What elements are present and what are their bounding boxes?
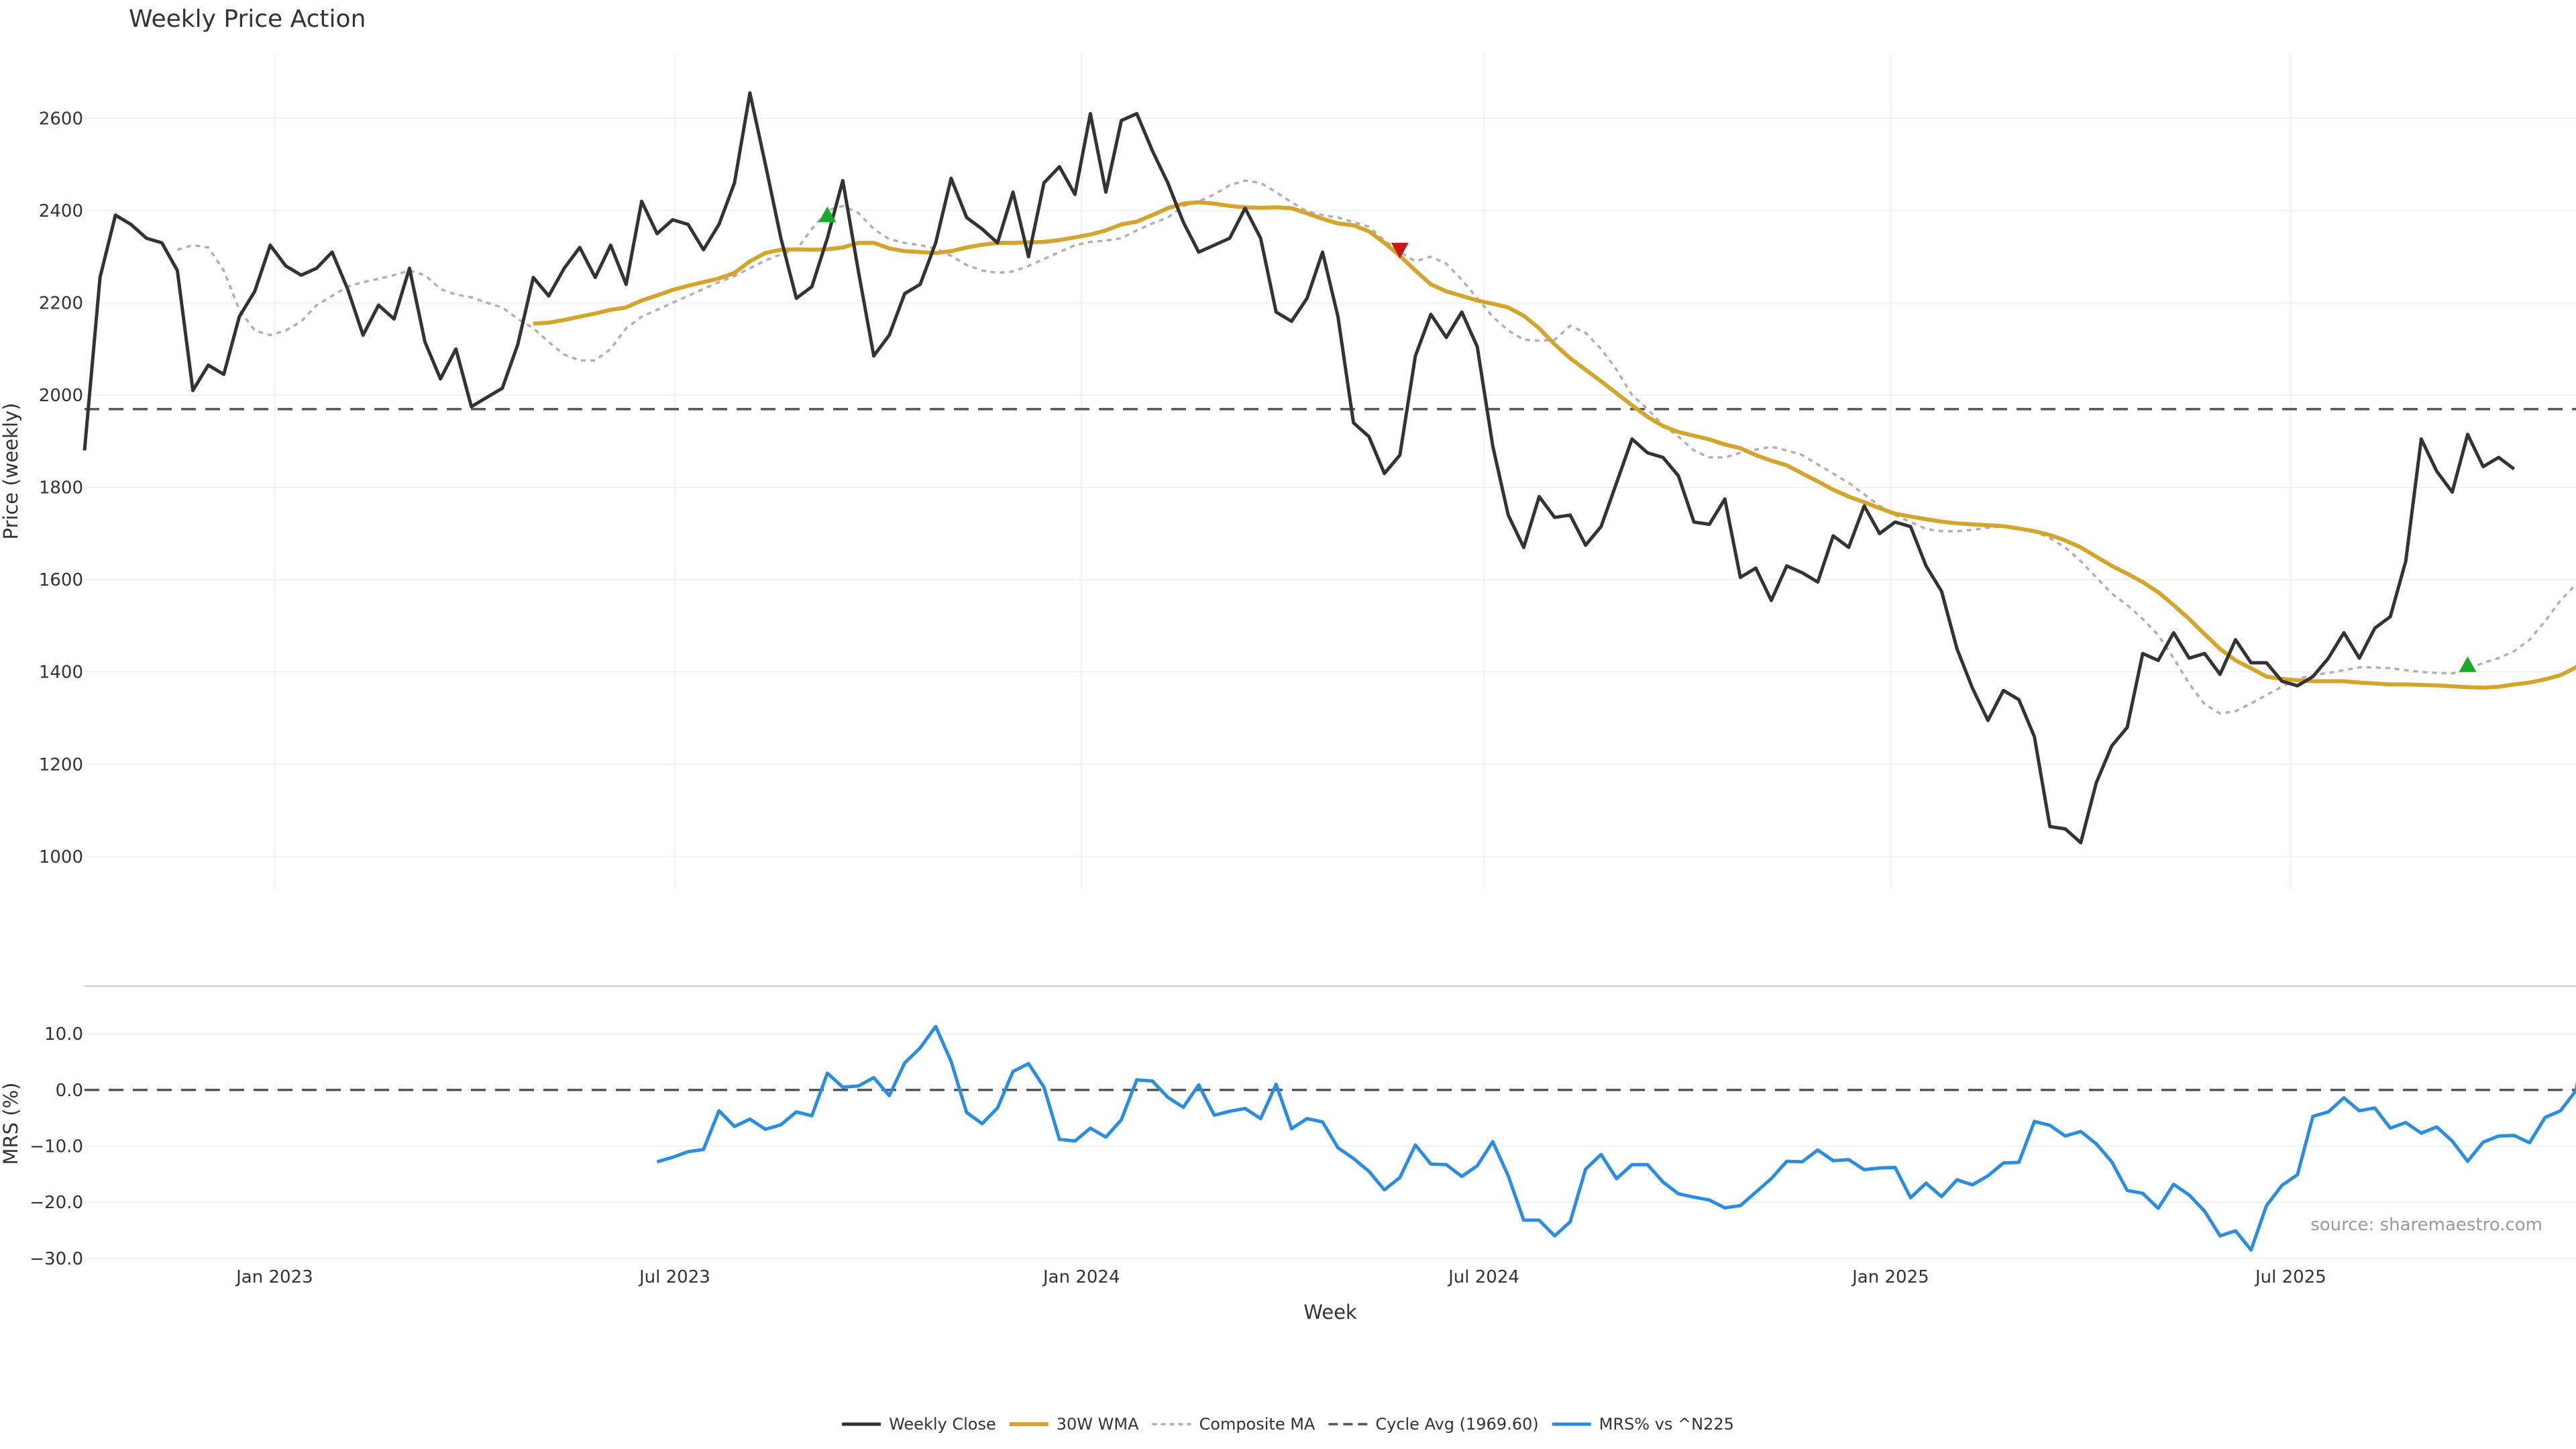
mrs-y-tick: −30.0 bbox=[30, 1249, 83, 1269]
legend-label: Weekly Close bbox=[889, 1415, 996, 1434]
chart-title: Weekly Price Action bbox=[129, 5, 366, 33]
buy-marker bbox=[818, 206, 837, 223]
mrs-y-tick: −10.0 bbox=[30, 1136, 83, 1157]
mrs-y-axis-label: MRS (%) bbox=[0, 1083, 22, 1165]
x-tick: Jul 2025 bbox=[2254, 1267, 2326, 1287]
legend-label: MRS% vs ^N225 bbox=[1599, 1415, 1734, 1434]
wma-30w-line bbox=[533, 200, 2576, 690]
price-gridlines bbox=[85, 54, 2576, 889]
price-y-tick: 1600 bbox=[39, 570, 83, 590]
mrs-y-tick: 10.0 bbox=[44, 1024, 83, 1044]
legend-label: Composite MA bbox=[1199, 1415, 1316, 1434]
price-y-tick: 2000 bbox=[39, 386, 83, 406]
mrs-line bbox=[656, 1024, 2576, 1252]
x-tick-labels: Jan 2023 Jul 2023 Jan 2024 Jul 2024 Jan 2025… bbox=[235, 1267, 2326, 1287]
x-tick: Jul 2024 bbox=[1447, 1267, 1519, 1287]
price-y-tick: 2400 bbox=[39, 201, 83, 221]
price-y-tick: 2600 bbox=[39, 109, 83, 129]
x-tick: Jan 2024 bbox=[1042, 1267, 1120, 1287]
legend-label: 30W WMA bbox=[1057, 1415, 1139, 1434]
x-axis-label: Week bbox=[1303, 1301, 1357, 1324]
mrs-gridlines bbox=[85, 1033, 2576, 1259]
price-y-tick: 1400 bbox=[39, 663, 83, 683]
mrs-y-tick: 0.0 bbox=[56, 1081, 83, 1101]
source-note: source: sharemaestro.com bbox=[2310, 1215, 2542, 1235]
signal-markers bbox=[818, 206, 2477, 672]
mrs-y-tick-labels: −30.0 −20.0 −10.0 0.0 10.0 bbox=[30, 1024, 83, 1269]
buy-marker bbox=[2459, 656, 2477, 672]
x-tick: Jul 2023 bbox=[638, 1267, 710, 1287]
price-y-tick: 1200 bbox=[39, 755, 83, 775]
mrs-panel: −30.0 −20.0 −10.0 0.0 10.0 source: sharemaes… bbox=[0, 985, 2576, 1269]
price-y-axis-label: Price (weekly) bbox=[0, 402, 22, 539]
price-y-tick: 1800 bbox=[39, 478, 83, 498]
x-tick: Jan 2025 bbox=[1851, 1267, 1929, 1287]
x-tick: Jan 2023 bbox=[235, 1267, 313, 1287]
price-panel: 1000 1200 1400 1600 1800 2000 2200 2400 2600 Pri… bbox=[0, 54, 2576, 889]
mrs-y-tick: −20.0 bbox=[30, 1193, 83, 1213]
weekly-close-line bbox=[83, 91, 2516, 845]
legend: Weekly Close 30W WMA Composite MA Cycle Avg… bbox=[842, 1415, 1734, 1434]
sell-marker bbox=[1391, 242, 1409, 259]
price-y-tick: 2200 bbox=[39, 293, 83, 313]
price-y-tick: 1000 bbox=[39, 847, 83, 867]
legend-label: Cycle Avg (1969.60) bbox=[1375, 1415, 1538, 1434]
composite-ma-line bbox=[176, 179, 2576, 715]
price-y-tick-labels: 1000 1200 1400 1600 1800 2000 2200 2400 2600 bbox=[39, 109, 83, 867]
